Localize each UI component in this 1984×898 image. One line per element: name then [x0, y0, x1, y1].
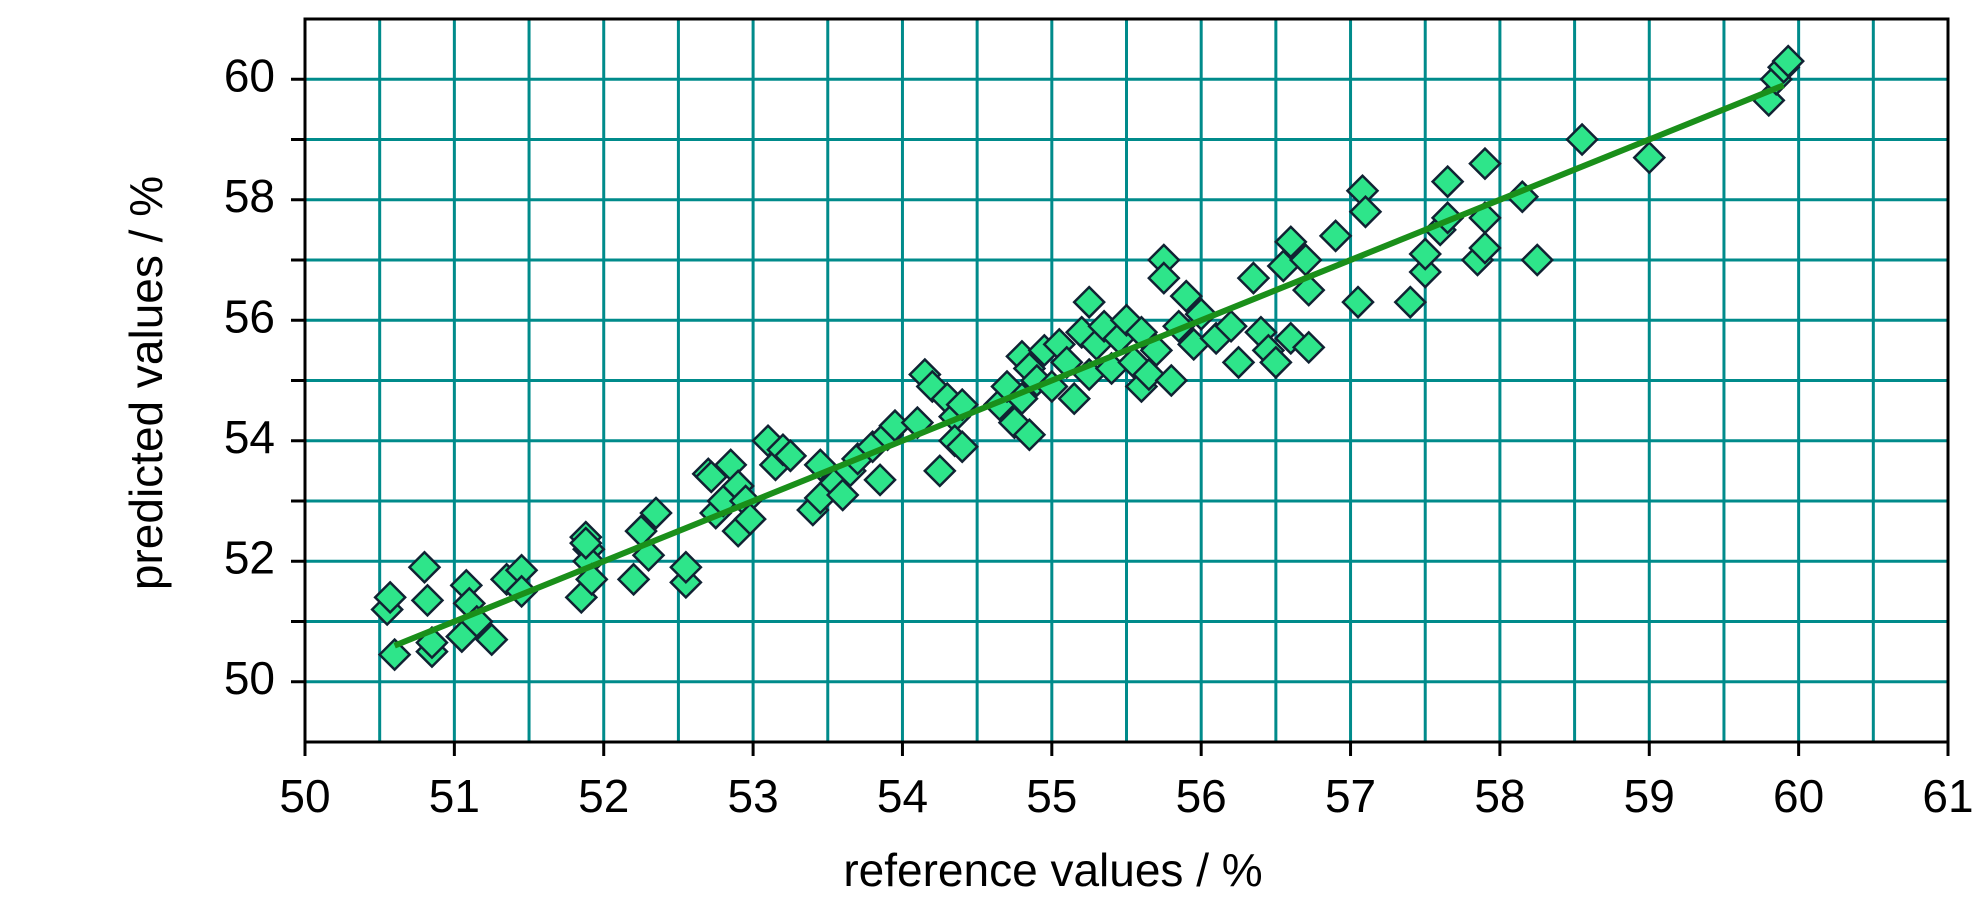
point — [1291, 330, 1326, 365]
point — [1012, 417, 1047, 452]
point — [1169, 279, 1204, 313]
point — [1072, 285, 1106, 319]
point — [1408, 237, 1442, 271]
y-tick-label: 52 — [224, 531, 275, 583]
x-tick-label: 53 — [728, 770, 779, 822]
x-tick-label: 54 — [877, 770, 928, 822]
fit-line — [393, 82, 1785, 649]
point — [1468, 146, 1502, 181]
point — [474, 622, 509, 657]
point — [1632, 140, 1667, 175]
x-tick-label: 60 — [1773, 770, 1824, 822]
x-tick-label: 51 — [429, 770, 480, 822]
point — [773, 439, 808, 473]
point — [945, 430, 979, 464]
x-axis-title: reference values / % — [843, 844, 1262, 896]
point — [569, 526, 603, 560]
point — [1236, 261, 1271, 295]
y-tick-label: 60 — [224, 49, 275, 101]
point — [1520, 243, 1555, 277]
y-tick-label: 54 — [224, 411, 275, 463]
point — [1348, 195, 1383, 229]
point — [1771, 44, 1805, 78]
point — [1565, 122, 1599, 157]
point — [410, 583, 445, 618]
x-tick-label: 55 — [1026, 770, 1077, 822]
point — [1393, 285, 1428, 319]
x-tick-label: 61 — [1922, 770, 1973, 822]
y-tick-label: 58 — [224, 170, 275, 222]
x-tick-label: 56 — [1176, 770, 1227, 822]
x-tick-label: 52 — [578, 770, 629, 822]
x-tick-label: 50 — [279, 770, 330, 822]
point — [407, 550, 442, 585]
x-tick-label: 58 — [1474, 770, 1525, 822]
x-tick-label: 57 — [1325, 770, 1376, 822]
y-tick-label: 50 — [224, 652, 275, 704]
point — [373, 580, 407, 615]
point — [1057, 381, 1091, 416]
point — [1147, 261, 1181, 295]
point — [733, 502, 767, 536]
point — [863, 463, 897, 497]
point — [639, 496, 673, 530]
point — [669, 550, 703, 585]
y-axis-title: predicted values / % — [120, 176, 172, 590]
point — [1221, 345, 1256, 380]
point — [1154, 363, 1189, 398]
point — [923, 454, 957, 488]
y-tick-label: 56 — [224, 290, 275, 342]
point — [1430, 164, 1465, 199]
point — [377, 637, 412, 672]
point — [1318, 219, 1353, 253]
point — [1341, 285, 1375, 319]
point — [1468, 231, 1502, 265]
point — [1408, 255, 1442, 289]
point — [1259, 345, 1293, 380]
x-tick-label: 59 — [1624, 770, 1675, 822]
point — [616, 562, 651, 597]
point — [1214, 309, 1248, 344]
point — [1274, 225, 1308, 259]
